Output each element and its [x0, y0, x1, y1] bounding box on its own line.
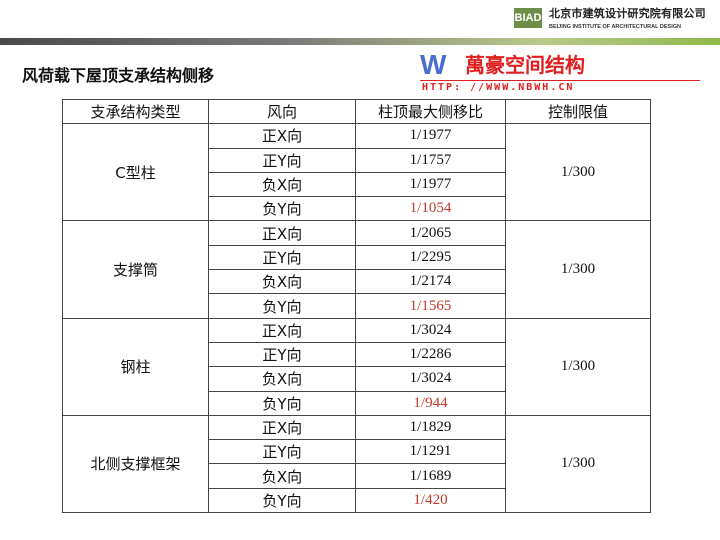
- drift-ratio-cell: 1/1757: [355, 147, 506, 173]
- drift-ratio-cell: 1/1054: [355, 196, 506, 222]
- drift-ratio-cell: 1/3024: [355, 366, 506, 392]
- table-row: 负X向 1/3024: [63, 366, 651, 392]
- drift-ratio-cell: 1/420: [355, 487, 506, 514]
- structure-type-cell: 北侧支撑框架: [62, 414, 209, 514]
- table-row: 正Y向 1/1291: [63, 439, 651, 465]
- table-row: C型柱 正X向 1/1977 1/300: [62, 123, 651, 222]
- org-name-en: BEIJING INSTITUTE OF ARCHITECTURAL DESIG…: [549, 24, 682, 30]
- table-row: 负Y向 1/1054: [63, 196, 651, 222]
- table-row: 负X向 1/1689: [63, 463, 651, 489]
- wind-direction-cell: 负X向: [208, 171, 356, 198]
- drift-ratio-cell: 1/1565: [355, 293, 506, 319]
- table-row: 负Y向 1/420: [63, 487, 651, 514]
- column-header: 支承结构类型: [62, 98, 209, 125]
- watermark-text: 萬豪空间结构: [465, 53, 585, 77]
- drift-ratio-cell: 1/944: [355, 390, 506, 416]
- drift-ratio-cell: 1/1689: [355, 463, 506, 489]
- table-row: 正Y向 1/1757: [63, 147, 651, 173]
- drift-ratio-cell: 1/2295: [355, 244, 506, 271]
- drift-ratio-cell: 1/1829: [355, 414, 506, 441]
- wind-direction-cell: 负Y向: [208, 487, 356, 514]
- structure-type-cell: C型柱: [62, 123, 209, 222]
- table-row: 负X向 1/2174: [63, 269, 651, 295]
- wind-direction-cell: 正Y向: [208, 439, 356, 465]
- limit-cell: 1/300: [505, 220, 651, 319]
- structure-type-cell: 钢柱: [62, 317, 209, 416]
- table-row: 负Y向 1/1565: [63, 293, 651, 319]
- limit-cell: 1/300: [505, 414, 651, 514]
- watermark-line: [420, 80, 700, 81]
- limit-cell: 1/300: [505, 123, 651, 222]
- drift-ratio-cell: 1/2065: [355, 220, 506, 246]
- table-row: 支撑筒 正X向 1/2065 1/300: [62, 220, 651, 319]
- watermark-logo-icon: W: [420, 49, 447, 80]
- header-bar: [0, 38, 720, 45]
- wind-direction-cell: 正Y向: [208, 244, 356, 271]
- wind-direction-cell: 正Y向: [208, 147, 356, 173]
- column-header: 风向: [208, 98, 356, 125]
- wind-direction-cell: 负Y向: [208, 390, 356, 416]
- column-header: 柱顶最大侧移比: [355, 98, 506, 125]
- table-row: 钢柱 正X向 1/3024 1/300: [62, 317, 651, 416]
- drift-table: 支承结构类型 风向 柱顶最大侧移比 控制限值 C型柱 正X向 1/1977 1/300 正Y向…: [62, 98, 651, 514]
- wind-direction-cell: 负Y向: [208, 196, 356, 222]
- drift-ratio-cell: 1/3024: [355, 317, 506, 343]
- wind-direction-cell: 正Y向: [208, 341, 356, 368]
- drift-ratio-cell: 1/1977: [355, 171, 506, 198]
- org-name-cn: 北京市建筑设计研究院有限公司: [549, 7, 706, 20]
- limit-cell: 1/300: [505, 317, 651, 416]
- table-row: 正Y向 1/2295: [63, 244, 651, 271]
- wind-direction-cell: 负X向: [208, 269, 356, 295]
- table-row: 负Y向 1/944: [63, 390, 651, 416]
- structure-type-cell: 支撑筒: [62, 220, 209, 319]
- table-row: 北侧支撑框架 正X向 1/1829 1/300: [62, 414, 651, 514]
- wind-direction-cell: 正X向: [208, 414, 356, 441]
- watermark-url: HTTP: //WWW.NBWH.CN: [422, 82, 575, 93]
- page-title: 风荷载下屋顶支承结构侧移: [22, 66, 215, 85]
- drift-ratio-cell: 1/2286: [355, 341, 506, 368]
- wind-direction-cell: 负X向: [208, 366, 356, 392]
- wind-direction-cell: 正X向: [208, 123, 356, 149]
- table-row: 正Y向 1/2286: [63, 341, 651, 368]
- column-header: 控制限值: [505, 98, 651, 125]
- drift-ratio-cell: 1/2174: [355, 269, 506, 295]
- wind-direction-cell: 正X向: [208, 317, 356, 343]
- drift-ratio-cell: 1/1291: [355, 439, 506, 465]
- wind-direction-cell: 负X向: [208, 463, 356, 489]
- drift-ratio-cell: 1/1977: [355, 123, 506, 149]
- biad-logo: BIAD: [514, 8, 542, 28]
- watermark: W 萬豪空间结构 HTTP: //WWW.NBWH.CN: [420, 50, 710, 96]
- wind-direction-cell: 正X向: [208, 220, 356, 246]
- wind-direction-cell: 负Y向: [208, 293, 356, 319]
- header-row: 支承结构类型 风向 柱顶最大侧移比 控制限值: [62, 98, 651, 125]
